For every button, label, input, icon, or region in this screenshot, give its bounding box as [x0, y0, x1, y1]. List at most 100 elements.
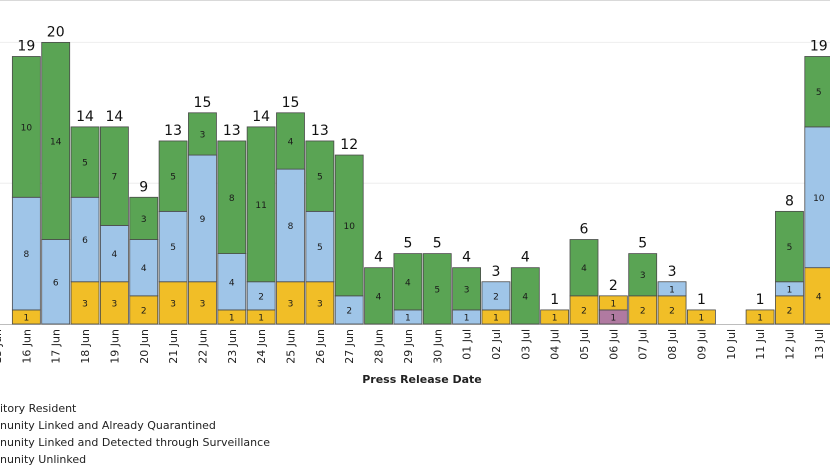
segment-value-label: 2 [493, 292, 499, 302]
gridlines [0, 0, 830, 325]
bar-segment [687, 309, 716, 325]
x-tick-label: 06 Jul [607, 329, 620, 360]
bar-segment [11, 196, 41, 311]
x-tick-label: 13 Jul [813, 329, 826, 360]
x-tick-label: 03 Jul [519, 329, 532, 360]
bar-total-label: 2 [609, 278, 618, 294]
bar-segment [217, 253, 247, 311]
x-tick-label: 07 Jul [637, 329, 650, 360]
segment-value-label: 10 [21, 123, 33, 133]
bar-segment [657, 281, 687, 297]
segment-value-label: 14 [50, 137, 62, 147]
x-tick-label: 09 Jul [695, 329, 708, 360]
segment-value-label: 4 [816, 292, 822, 302]
bar-segment [305, 140, 335, 212]
segment-value-label: 2 [669, 306, 675, 316]
segment-value-label: 2 [581, 306, 587, 316]
bar-segment [158, 210, 188, 283]
segment-value-label: 1 [757, 313, 763, 323]
segment-value-label: 2 [640, 306, 646, 316]
segment-value-label: 9 [200, 215, 206, 225]
legend-item: nunity Linked and Detected through Surve… [0, 436, 270, 449]
segment-value-label: 4 [405, 278, 411, 288]
bar-segment [510, 267, 540, 325]
segment-value-label: 4 [112, 250, 118, 260]
segment-value-label: 3 [82, 299, 88, 309]
x-tick-label: 26 Jun [314, 329, 327, 364]
bar-segment [775, 210, 804, 283]
x-tick-label: 29 Jun [402, 329, 415, 364]
segment-value-label: 3 [640, 271, 646, 281]
bar-segment [129, 239, 159, 297]
segment-value-label: 4 [141, 264, 147, 274]
bar-segment [276, 168, 305, 283]
segment-value-label: 5 [317, 243, 323, 253]
bar-segment [129, 295, 159, 325]
x-tick-label: 04 Jul [549, 329, 562, 360]
segment-value-label: 5 [434, 285, 440, 295]
segment-value-label: 3 [170, 299, 176, 309]
segment-value-label: 5 [787, 243, 793, 253]
segment-value-label: 5 [82, 159, 88, 169]
bar-segment [804, 56, 830, 128]
bar-total-label: 4 [462, 250, 471, 266]
bar-segment [70, 126, 100, 198]
bar-segment [481, 281, 511, 311]
segment-value-label: 2 [141, 306, 147, 316]
bar-segment [276, 281, 305, 325]
segment-value-label: 2 [346, 306, 352, 316]
x-tick-label: 17 Jun [50, 329, 63, 364]
bar-segment [628, 295, 658, 325]
bar-segment [745, 309, 775, 325]
bar-total-label: 4 [521, 250, 530, 266]
segment-value-label: 2 [258, 292, 264, 302]
segment-value-label: 5 [816, 88, 822, 98]
bar-total-label: 1 [756, 292, 765, 308]
x-tick-label: 19 Jun [108, 329, 121, 364]
bar-segment [422, 253, 452, 325]
bar-segment [70, 281, 100, 325]
x-tick-label: 11 Jul [754, 329, 767, 360]
bar-total-label: 5 [433, 236, 442, 252]
segment-value-label: 3 [288, 299, 294, 309]
bar-total-label: 19 [810, 38, 828, 54]
bar-total-label: 14 [105, 109, 123, 125]
segment-value-label: 7 [112, 173, 118, 183]
bar-total-label: 8 [785, 193, 794, 209]
segment-value-label: 2 [787, 306, 793, 316]
bar-segment [188, 154, 217, 283]
segment-value-label: 1 [699, 313, 705, 323]
bar-segment [158, 281, 188, 325]
x-tick-label: 20 Jun [138, 329, 151, 364]
segment-value-label: 1 [610, 299, 616, 309]
bar-total-label: 13 [164, 123, 182, 139]
bar-segment [393, 253, 423, 311]
bar-segment [276, 112, 305, 170]
legend-item: nunity Unlinked [0, 453, 87, 466]
bar-segment [246, 126, 276, 283]
bar-total-label: 13 [311, 123, 329, 139]
bar-segment [628, 253, 658, 297]
bar-segment [334, 154, 364, 297]
bar-segment [11, 56, 41, 198]
bar-segment [70, 196, 100, 283]
x-tick-label: 12 Jul [783, 329, 796, 360]
segment-value-label: 10 [813, 194, 825, 204]
x-tick-label: 25 Jun [285, 329, 298, 364]
segment-value-label: 4 [581, 264, 587, 274]
segment-value-label: 6 [53, 278, 59, 288]
bar-total-label: 1 [550, 292, 559, 308]
segment-value-label: 1 [229, 313, 235, 323]
segment-value-label: 4 [288, 137, 294, 147]
segment-value-label: 1 [610, 313, 616, 323]
x-tick-label: 18 Jun [79, 329, 92, 364]
segment-value-label: 1 [258, 313, 264, 323]
stacked-bar-chart: 1810196142036514347142439355133931514813… [0, 0, 830, 386]
segment-value-label: 5 [317, 173, 323, 183]
segment-value-label: 4 [522, 292, 528, 302]
segment-value-label: 10 [343, 222, 355, 232]
x-tick-label: 28 Jun [373, 329, 386, 364]
segment-value-label: 3 [317, 299, 323, 309]
bar-total-label: 14 [252, 109, 270, 125]
segment-value-label: 5 [170, 243, 176, 253]
